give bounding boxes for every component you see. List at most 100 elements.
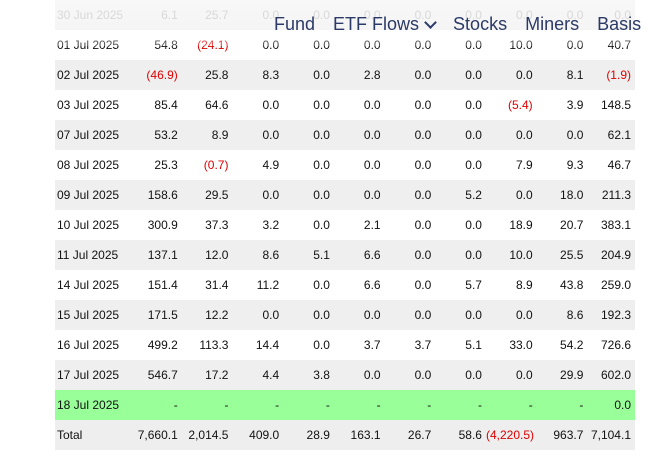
flow-cell: 0.0 — [414, 248, 432, 262]
flow-cell: 17.2 — [205, 368, 229, 382]
etf-flows-table: 30 Jun 2025 6.1 25.7 0.0 0.0 0.0 0.0 0.0 0.0 0.0 0… — [55, 0, 635, 450]
flow-cell: 5.2 — [465, 188, 482, 202]
flow-cell: 3.7 — [363, 338, 381, 352]
etf-flows-table-container[interactable]: 30 Jun 2025 6.1 25.7 0.0 0.0 0.0 0.0 0.0 0.0 0.0 0… — [55, 0, 635, 456]
table-body: 30 Jun 2025 6.1 25.7 0.0 0.0 0.0 0.0 0.0 0.0 0.0 0… — [55, 0, 635, 450]
table-row: 09 Jul 2025 158.6 29.5 0.0 0.0 0.0 0.0 5.2 0.0 18… — [55, 180, 635, 210]
flow-cell: 25.7 — [205, 8, 229, 22]
flow-cell: 0.0 — [566, 128, 584, 142]
flow-cell: 26.7 — [407, 428, 432, 442]
flow-cell: 383.1 — [600, 218, 631, 232]
table-row: 08 Jul 2025 25.3 (0.7) 4.9 0.0 0.0 0.0 0.0 7.9 9.… — [55, 150, 635, 180]
nav-item-basis[interactable]: Basis — [588, 14, 650, 35]
flow-cell: 2.1 — [363, 218, 381, 232]
date-cell: 18 Jul 2025 — [57, 398, 120, 412]
flow-cell: 0.0 — [313, 68, 330, 82]
flow-cell: 204.9 — [600, 248, 631, 262]
chevron-down-icon[interactable] — [424, 15, 437, 29]
flow-cell: 8.3 — [262, 68, 280, 82]
flow-cell: 113.3 — [199, 338, 229, 352]
flow-cell: 151.4 — [147, 278, 178, 292]
table-row: 03 Jul 2025 85.4 64.6 0.0 0.0 0.0 0.0 0.0 (5.4) 3… — [55, 90, 635, 120]
flow-cell: 2,014.5 — [188, 428, 229, 442]
nav-item-label: ETF Flows — [333, 13, 420, 34]
flow-cell: 7.9 — [516, 158, 533, 172]
flow-cell: 8.1 — [566, 68, 584, 82]
flow-cell: 12.2 — [205, 308, 229, 322]
flow-cell: 409.0 — [249, 428, 280, 442]
flow-cell: 0.0 — [414, 68, 432, 82]
flow-cell: - — [275, 398, 280, 412]
flow-cell: 25.5 — [560, 248, 584, 262]
flow-cell: 158.6 — [147, 188, 178, 202]
flow-cell: 0.0 — [313, 308, 330, 322]
flow-cell: 0.0 — [516, 128, 533, 142]
flow-cell: 53.2 — [154, 128, 178, 142]
flow-cell: 64.6 — [205, 98, 229, 112]
flow-cell: 29.9 — [560, 368, 584, 382]
date-cell: 10 Jul 2025 — [57, 218, 120, 232]
flow-cell: 0.0 — [516, 308, 533, 322]
table-row: 07 Jul 2025 53.2 8.9 0.0 0.0 0.0 0.0 0.0 0.0 0.0 6… — [55, 120, 635, 150]
flow-cell: 25.8 — [205, 68, 229, 82]
date-cell: 30 Jun 2025 — [57, 8, 124, 22]
flow-cell: 0.0 — [414, 98, 432, 112]
flow-cell: 5.1 — [313, 248, 330, 262]
flow-cell: 602.0 — [600, 368, 631, 382]
flow-cell: 9.3 — [566, 158, 584, 172]
flow-cell: 14.4 — [255, 338, 280, 352]
flow-cell: 54.8 — [154, 38, 178, 52]
flow-cell: 37.3 — [205, 218, 229, 232]
date-cell: 11 Jul 2025 — [57, 248, 119, 262]
date-cell: 07 Jul 2025 — [57, 128, 120, 142]
flow-cell: 0.0 — [465, 68, 482, 82]
date-cell: 15 Jul 2025 — [57, 308, 120, 322]
nav-item-stocks[interactable]: Stocks — [444, 14, 516, 35]
flow-cell: 0.0 — [262, 98, 280, 112]
flow-cell: 18.9 — [509, 218, 533, 232]
flow-cell: 5.1 — [465, 338, 482, 352]
flow-cell: 0.0 — [516, 188, 533, 202]
flow-cell: 6.6 — [363, 278, 381, 292]
flow-cell: 300.9 — [147, 218, 178, 232]
flow-cell: - — [376, 398, 381, 412]
table-row: 11 Jul 2025 137.1 12.0 8.6 5.1 6.6 0.0 0.0 10.0 2… — [55, 240, 635, 270]
table-row: 16 Jul 2025 499.2 113.3 14.4 0.0 3.7 3.7 5.1 33.… — [55, 330, 635, 360]
flow-cell: 0.0 — [414, 128, 432, 142]
flow-cell: 0.0 — [465, 98, 482, 112]
flow-cell: 0.0 — [414, 218, 432, 232]
nav-item-label: Stocks — [453, 13, 508, 34]
flow-cell: 0.0 — [414, 308, 432, 322]
flow-cell: (4,220.5) — [485, 428, 535, 442]
date-cell: 02 Jul 2025 — [57, 68, 120, 82]
nav-item-label: Fund — [274, 13, 316, 34]
flow-cell: 546.7 — [147, 368, 178, 382]
flow-cell: 0.0 — [363, 188, 381, 202]
flow-cell: (0.7) — [203, 158, 229, 172]
table-row: 15 Jul 2025 171.5 12.2 0.0 0.0 0.0 0.0 0.0 0.0 8.… — [55, 300, 635, 330]
flow-cell: 0.0 — [465, 218, 482, 232]
nav-item-etf-flows[interactable]: ETF Flows — [324, 14, 444, 35]
flow-cell: 20.7 — [560, 218, 584, 232]
table-row: 02 Jul 2025 (46.9) 25.8 8.3 0.0 2.8 0.0 0.0 0.0 8… — [55, 60, 635, 90]
flow-cell: 0.0 — [313, 278, 330, 292]
flow-cell: 8.9 — [516, 278, 533, 292]
flow-cell: - — [579, 398, 584, 412]
flow-cell: 0.0 — [313, 338, 330, 352]
flow-cell: 0.0 — [414, 278, 432, 292]
flow-cell: 3.8 — [313, 368, 330, 382]
flow-cell: 0.0 — [313, 158, 330, 172]
table-row: 18 Jul 2025 - - - - - - - - - 0.0 — [55, 390, 635, 420]
date-cell: 08 Jul 2025 — [57, 158, 120, 172]
flow-cell: 0.0 — [313, 188, 330, 202]
total-label: Total — [57, 428, 83, 442]
total-row: Total 7,660.1 2,014.5 409.0 28.9 163.1 26.7 58.… — [55, 420, 635, 450]
flow-cell: 43.8 — [560, 278, 584, 292]
flow-cell: 0.0 — [414, 188, 432, 202]
nav-item-miners[interactable]: Miners — [516, 14, 588, 35]
flow-cell: 163.1 — [350, 428, 381, 442]
nav-item-fund[interactable]: Fund — [272, 14, 324, 35]
flow-cell: 0.0 — [262, 128, 280, 142]
flow-cell: 0.0 — [313, 218, 330, 232]
